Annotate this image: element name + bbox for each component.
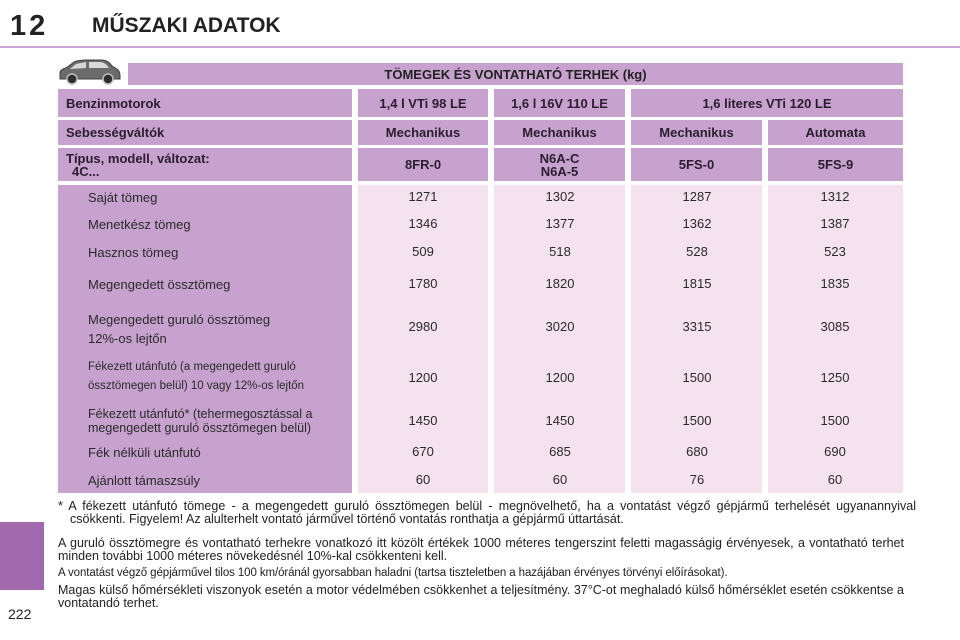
altitude-note: A guruló össztömegre és vontatható terhe… (58, 536, 904, 563)
cell-value: 60 (552, 472, 568, 487)
gearbox-header: Mechanikus (358, 120, 488, 145)
cell-value: 1820 (545, 276, 575, 291)
gearbox-header: Automata (768, 120, 903, 145)
gearbox-header: Mechanikus (631, 120, 762, 145)
type-label-line1: Típus, modell, változat: (66, 150, 210, 166)
chapter-number: 12 (10, 10, 49, 42)
row-label: Fékezett utánfutó* (tehermegosztással a … (64, 407, 312, 435)
cell-value: 1780 (408, 276, 438, 291)
cell-value: 2980 (408, 319, 438, 334)
cell-value: 1312 (820, 189, 850, 204)
cell-value: 1500 (682, 370, 712, 385)
row-label-text: Fékezett utánfutó (a megengedett guruló (88, 361, 296, 373)
cell-value: 509 (412, 244, 434, 259)
row-label-text: Fékezett utánfutó* (tehermegosztással a (88, 407, 313, 421)
cell-value: 670 (412, 444, 434, 459)
cell-value: 518 (549, 244, 571, 259)
gearbox-label: Sebességváltók (58, 120, 352, 145)
cell-value: 3315 (682, 319, 712, 334)
cell-value: 1346 (408, 216, 438, 231)
cell-value: 1450 (545, 413, 575, 428)
row-label-text: Menetkész tömeg (88, 217, 191, 232)
chapter-side-tab (0, 522, 44, 590)
cell-value: 1200 (545, 370, 575, 385)
type-header: 5FS-0 (631, 148, 762, 181)
type-header: 8FR-0 (358, 148, 488, 181)
cell-value: 685 (549, 444, 571, 459)
speed-note: A vontatást végző gépjárművel tilos 100 … (58, 567, 728, 579)
row-label-text: Saját tömeg (88, 190, 158, 205)
row-label-text: Ajánlott támaszsúly (88, 473, 200, 488)
row-label-text-line2: megengedett guruló össztömegen belül) (88, 421, 312, 435)
engine-header: 1,6 literes VTi 120 LE (631, 89, 903, 117)
row-label: Fék nélküli utánfutó (64, 444, 201, 461)
row-labels-panel (58, 185, 352, 493)
cell-value: 1362 (682, 216, 712, 231)
type-header-line1: N6A-C (539, 150, 580, 166)
row-label: Fékezett utánfutó (a megengedett guruló … (64, 358, 304, 396)
chapter-title: MŰSZAKI ADATOK (92, 14, 281, 37)
temperature-note: Magas külső hőmérsékleti viszonyok eseté… (58, 583, 904, 610)
cell-value: 1302 (545, 189, 575, 204)
cell-value: 690 (824, 444, 846, 459)
data-column (631, 185, 762, 493)
type-label-line2: 4C... (72, 163, 100, 179)
row-label-text: Megengedett össztömeg (88, 277, 231, 292)
cell-value: 528 (686, 244, 708, 259)
cell-value: 1387 (820, 216, 850, 231)
cell-value: 1377 (545, 216, 575, 231)
engine-header: 1,6 l 16V 110 LE (494, 89, 625, 117)
cell-value: 3020 (545, 319, 575, 334)
engine-header: 1,4 l VTi 98 LE (358, 89, 488, 117)
row-label-text: Megengedett guruló össztömeg (88, 312, 271, 327)
header-divider (0, 46, 960, 48)
type-header: N6A-C N6A-5 (494, 148, 625, 181)
type-header-line2: N6A-5 (540, 163, 579, 179)
row-label-text: Hasznos tömeg (88, 245, 179, 260)
cell-value: 1271 (408, 189, 438, 204)
type-label: Típus, modell, változat: 4C... (58, 148, 352, 181)
cell-value: 1500 (682, 413, 712, 428)
engines-label: Benzinmotorok (58, 89, 352, 117)
table-title: TÖMEGEK ÉS VONTATHATÓ TERHEK (kg) (128, 63, 903, 85)
cell-value: 3085 (820, 319, 850, 334)
type-header: 5FS-9 (768, 148, 903, 181)
cell-value: 523 (824, 244, 846, 259)
cell-value: 76 (689, 472, 705, 487)
row-label-text: Fék nélküli utánfutó (88, 445, 201, 460)
row-label-text-line2: össztömegen belül) 10 vagy 12%-os lejtőn (88, 380, 305, 392)
data-column (768, 185, 903, 493)
data-column (494, 185, 625, 493)
cell-value: 60 (415, 472, 431, 487)
cell-value: 60 (827, 472, 843, 487)
data-column (358, 185, 488, 493)
cell-value: 1287 (682, 189, 712, 204)
cell-value: 1250 (820, 370, 850, 385)
row-label: Saját tömeg (64, 189, 157, 206)
row-label: Megengedett guruló össztömeg 12%-os lejt… (64, 311, 270, 347)
cell-value: 1835 (820, 276, 850, 291)
footnote: * A fékezett utánfutó tömege - a megenge… (58, 499, 916, 526)
car-icon (59, 59, 121, 85)
row-label-text-line2: 12%-os lejtőn (88, 331, 167, 346)
gearbox-header: Mechanikus (494, 120, 625, 145)
page-number: 222 (8, 606, 32, 622)
cell-value: 1450 (408, 413, 438, 428)
row-label: Ajánlott támaszsúly (64, 472, 200, 489)
cell-value: 1815 (682, 276, 712, 291)
row-label: Megengedett össztömeg (64, 276, 230, 293)
cell-value: 1200 (408, 370, 438, 385)
row-label: Menetkész tömeg (64, 216, 191, 233)
cell-value: 1500 (820, 413, 850, 428)
cell-value: 680 (686, 444, 708, 459)
row-label: Hasznos tömeg (64, 244, 178, 261)
